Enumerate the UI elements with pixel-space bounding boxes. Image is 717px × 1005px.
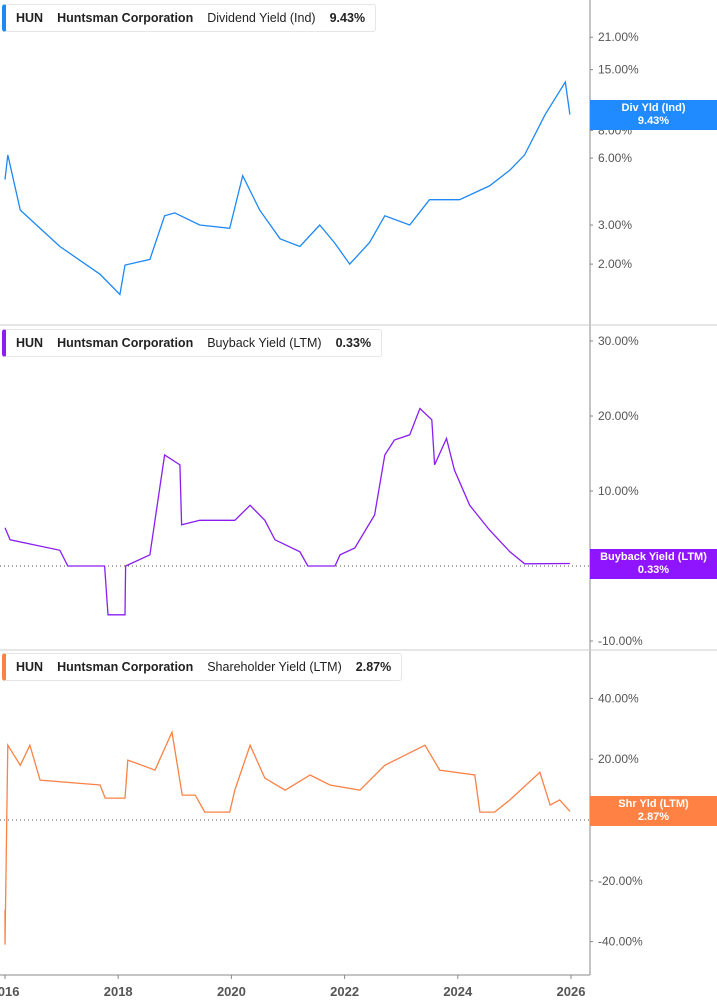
legend-company: Huntsman Corporation [57, 660, 194, 674]
legend-company: Huntsman Corporation [57, 336, 194, 350]
y-tick-label: 20.00% [598, 752, 639, 766]
tag-value: 0.33% [637, 564, 670, 576]
x-tick-label: 2018 [104, 984, 133, 999]
tag-label: Div Yld (Ind) [621, 102, 686, 114]
legend-value: 9.43% [329, 11, 366, 25]
y-tick-label: 6.00% [598, 151, 632, 165]
current-value-tag-buyback: Buyback Yield (LTM) 0.33% [590, 549, 717, 579]
y-tick-label: -10.00% [598, 634, 643, 648]
x-tick-label: 2022 [330, 984, 359, 999]
y-tick-label: 40.00% [598, 691, 639, 705]
tag-value: 2.87% [637, 811, 670, 823]
y-tick-label: 30.00% [598, 334, 639, 348]
tag-label: Shr Yld (LTM) [618, 798, 689, 810]
series-line-shareholder-yield-ltm- [4, 729, 571, 945]
legend-metric: Dividend Yield (Ind) [207, 11, 316, 25]
legend-value: 0.33% [335, 336, 372, 350]
legend-metric: Shareholder Yield (LTM) [207, 660, 342, 674]
y-tick-label: 21.00% [598, 30, 639, 44]
x-tick-label: 2026 [557, 984, 586, 999]
tag-value: 9.43% [637, 115, 670, 127]
y-tick-label: 10.00% [598, 484, 639, 498]
legend-shareholder-yield: HUN Huntsman Corporation Shareholder Yie… [2, 653, 403, 681]
series-line-buyback-yield-ltm- [4, 407, 570, 616]
x-tick-label: 2020 [217, 984, 246, 999]
legend-ticker: HUN [16, 11, 44, 25]
y-tick-label: 20.00% [598, 409, 639, 423]
legend-metric: Buyback Yield (LTM) [207, 336, 322, 350]
y-tick-label: 3.00% [598, 218, 632, 232]
legend-buyback-yield: HUN Huntsman Corporation Buyback Yield (… [2, 329, 383, 357]
current-value-tag-shareholder: Shr Yld (LTM) 2.87% [590, 796, 717, 826]
legend-ticker: HUN [16, 336, 44, 350]
legend-company: Huntsman Corporation [57, 11, 194, 25]
legend-dividend-yield: HUN Huntsman Corporation Dividend Yield … [2, 4, 377, 32]
y-tick-label: -40.00% [598, 935, 643, 949]
y-tick-label: 2.00% [598, 257, 632, 271]
y-tick-label: 15.00% [598, 63, 639, 77]
x-tick-label: 2024 [443, 984, 473, 999]
tag-label: Buyback Yield (LTM) [600, 551, 707, 563]
legend-value: 2.87% [355, 660, 392, 674]
y-tick-label: -20.00% [598, 874, 643, 888]
series-line-dividend-yield-ind- [4, 80, 571, 296]
legend-ticker: HUN [16, 660, 44, 674]
x-tick-label: 2016 [0, 984, 19, 999]
current-value-tag-dividend: Div Yld (Ind) 9.43% [590, 100, 717, 130]
